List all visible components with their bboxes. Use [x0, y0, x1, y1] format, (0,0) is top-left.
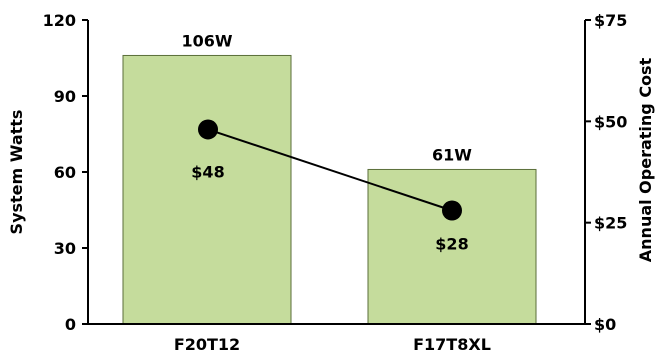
- right-tick-label: $50: [594, 112, 627, 131]
- cost-line-series: [198, 119, 462, 221]
- left-tick-label: 120: [43, 11, 76, 30]
- y-axis-title: System Watts: [7, 110, 26, 235]
- left-tick-label: 60: [54, 163, 76, 182]
- cost-marker: [198, 119, 218, 140]
- bar-value-label: 106W: [181, 31, 232, 50]
- right-tick-label: $0: [594, 315, 616, 334]
- left-tick-label: 30: [54, 239, 76, 258]
- x-tick-label: F17T8XL: [413, 335, 491, 354]
- bar-series: [122, 54, 537, 325]
- left-tick-label: 0: [65, 315, 76, 334]
- axes: 0 30 60 90 120 $0 $25 $50 $75 F20T12 F17T8XL System…: [7, 11, 655, 354]
- right-tick-label: $75: [594, 11, 627, 30]
- bar-f17t8xl: [367, 168, 537, 325]
- y2-axis-title: Annual Operating Cost: [636, 57, 655, 262]
- cost-marker: [442, 200, 462, 221]
- labels: 106W 61W $48 $28: [181, 31, 472, 253]
- left-tick-label: 90: [54, 87, 76, 106]
- right-tick-label: $25: [594, 214, 627, 233]
- bar-value-label: 61W: [432, 145, 472, 164]
- bar-f20t12: [122, 54, 292, 325]
- x-tick-label: F20T12: [174, 335, 240, 354]
- cost-value-label: $48: [191, 162, 224, 181]
- cost-line: [207, 128, 453, 212]
- cost-value-label: $28: [435, 235, 468, 254]
